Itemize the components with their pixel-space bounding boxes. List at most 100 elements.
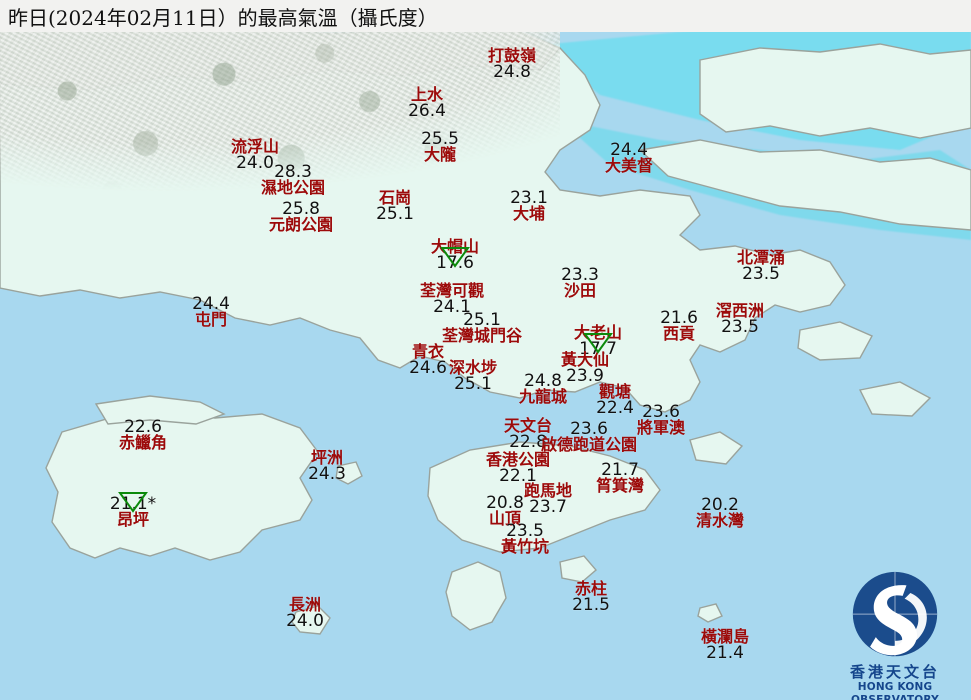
- station-temperature-value: 23.3: [561, 265, 599, 285]
- station-temperature-value: 23.9: [566, 366, 604, 386]
- station-yuen-long-park: 25.8 元朗公園: [269, 201, 333, 233]
- station-name: 荃灣城門谷: [441, 326, 523, 345]
- station-name: 滘西洲: [715, 301, 765, 320]
- station-name: 深水埗: [448, 358, 498, 377]
- station-name: 北潭涌: [736, 248, 786, 267]
- station-temperature-value: 22.1: [499, 466, 537, 486]
- station-sheung-shui: 上水 26.4: [408, 87, 446, 121]
- station-temperature-value: 22.4: [596, 398, 634, 418]
- sai-kung-islet-b: [858, 381, 932, 417]
- station-name: 赤鱲角: [118, 433, 168, 452]
- station-sham-shui-po: 深水埗 25.1: [448, 358, 498, 393]
- station-temperature-value: 25.5: [421, 129, 459, 149]
- station-sha-tin: 23.3 沙田: [561, 267, 599, 299]
- lantau-island-landmass: [45, 411, 319, 561]
- station-temperature-value: 24.6: [409, 358, 447, 378]
- station-temperature-value: 23.6: [642, 402, 680, 422]
- station-the-peak: 20.8 山頂: [486, 495, 524, 527]
- station-ngong-ping: 21.1* 昂坪: [110, 496, 156, 528]
- station-name: 赤柱: [574, 579, 608, 598]
- station-hong-kong-observatory: 天文台 22.8: [503, 416, 553, 451]
- station-name: 山頂: [488, 509, 522, 528]
- station-happy-valley: 跑馬地 23.7: [523, 481, 573, 516]
- station-temperature-value: 26.4: [408, 101, 446, 121]
- station-name: 荃灣可觀: [419, 281, 485, 300]
- title-bar: 昨日(2024年02月11日）的最高氣溫（攝氏度）: [0, 0, 971, 32]
- station-name: 將軍澳: [636, 418, 686, 437]
- station-temperature-value: 17.6: [436, 253, 474, 273]
- station-kowloon-city: 24.8 九龍城: [519, 373, 567, 405]
- station-name: 跑馬地: [523, 481, 573, 500]
- station-name: 香港公園: [485, 450, 551, 469]
- station-name: 元朗公園: [268, 215, 334, 234]
- station-wong-chuk-hang: 23.5 黃竹坑: [501, 523, 549, 555]
- station-pak-tam-chung: 北潭涌 23.5: [736, 248, 786, 283]
- station-kwun-tong: 觀塘 22.4: [596, 382, 634, 418]
- station-temperature-value: 20.2: [701, 495, 739, 515]
- station-temperature-value: 24.4: [192, 294, 230, 314]
- station-name: 觀塘: [598, 382, 632, 401]
- station-name: 流浮山: [230, 137, 280, 156]
- station-name: 沙田: [563, 281, 597, 300]
- hko-logo-english: HONG KONG OBSERVATORY: [851, 681, 939, 700]
- station-name: 九龍城: [518, 387, 568, 406]
- hko-logo-chinese: 香港天文台: [849, 663, 940, 681]
- station-temperature-value: 23.1: [510, 188, 548, 208]
- station-hong-kong-park: 香港公園 22.1: [485, 450, 551, 486]
- station-temperature-value: 22.6: [124, 417, 162, 437]
- station-name: 西貢: [662, 324, 696, 343]
- station-name: 黃竹坑: [500, 537, 550, 556]
- hko-logo: 香港天文台 HONG KONG OBSERVATORY: [825, 570, 965, 700]
- station-shek-kong: 石崗 25.1: [376, 188, 414, 223]
- station-stanley: 赤柱 21.5: [572, 579, 610, 614]
- station-shau-kei-wan: 21.7 筲箕灣: [596, 462, 644, 494]
- station-name: 青衣: [411, 342, 445, 361]
- station-peng-chau: 坪洲 24.3: [308, 448, 346, 484]
- station-temperature-value: 21.7: [601, 460, 639, 480]
- station-name: 大美督: [604, 156, 654, 175]
- station-lau-fau-shan: 流浮山 24.0: [230, 137, 280, 172]
- station-temperature-value: 28.3: [274, 162, 312, 182]
- station-temperature-value: 24.3: [308, 464, 346, 484]
- station-name: 濕地公園: [260, 178, 326, 197]
- plover-cove-landmass: [699, 43, 971, 139]
- station-tai-lung: 25.5 大隴: [421, 131, 459, 163]
- tolo-peninsula: [638, 139, 971, 231]
- station-name: 坪洲: [310, 448, 344, 467]
- station-name: 黃大仙: [560, 350, 610, 369]
- station-temperature-value: 25.8: [282, 199, 320, 219]
- lamma-island-landmass: [445, 561, 507, 631]
- stanley-islet: [559, 555, 597, 583]
- station-name: 橫瀾島: [700, 627, 750, 646]
- cheung-chau-landmass: [291, 605, 331, 635]
- hong-kong-island-landmass: [427, 441, 661, 553]
- station-kai-tak-runway-park: 23.6 啟德跑道公園: [541, 421, 637, 453]
- station-tai-mei-tuk: 24.4 大美督: [605, 142, 653, 174]
- station-ta-kwu-ling: 打鼓嶺 24.8: [487, 46, 537, 82]
- station-temperature-value: 21.4: [706, 643, 744, 663]
- station-marker-triangle: [583, 332, 613, 358]
- station-name: 大隴: [423, 145, 457, 164]
- station-tsing-yi: 青衣 24.6: [409, 342, 447, 378]
- station-sai-kung: 21.6 西貢: [660, 310, 698, 342]
- station-name: 天文台: [503, 416, 553, 435]
- station-temperature-value: 21.6: [660, 308, 698, 328]
- station-wetland-park: 28.3 濕地公園: [261, 164, 325, 196]
- station-marker-triangle: [118, 491, 148, 517]
- station-temperature-value: 24.4: [610, 140, 648, 160]
- chek-lap-kok-landmass: [94, 395, 226, 425]
- station-temperature-value: 24.8: [493, 62, 531, 82]
- station-temperature-value: 24.8: [524, 371, 562, 391]
- station-clear-water-bay: 20.2 清水灣: [696, 497, 744, 529]
- waglan-island-landmass: [697, 603, 723, 623]
- station-temperature-value: 23.5: [506, 521, 544, 541]
- station-cheung-chau: 長洲 24.0: [286, 597, 324, 630]
- station-tsuen-wan-shing-mun-valley: 25.1 荃灣城門谷: [442, 312, 522, 344]
- station-name: 打鼓嶺: [487, 46, 537, 65]
- page-title: 昨日(2024年02月11日）的最高氣溫（攝氏度）: [8, 6, 438, 30]
- station-temperature-value: 21.1*: [109, 494, 157, 514]
- station-tai-po: 23.1 大埔: [510, 190, 548, 222]
- satellite-imagery-texture: [0, 28, 560, 238]
- station-temperature-value: 23.5: [721, 317, 759, 337]
- station-name: 石崗: [378, 188, 412, 207]
